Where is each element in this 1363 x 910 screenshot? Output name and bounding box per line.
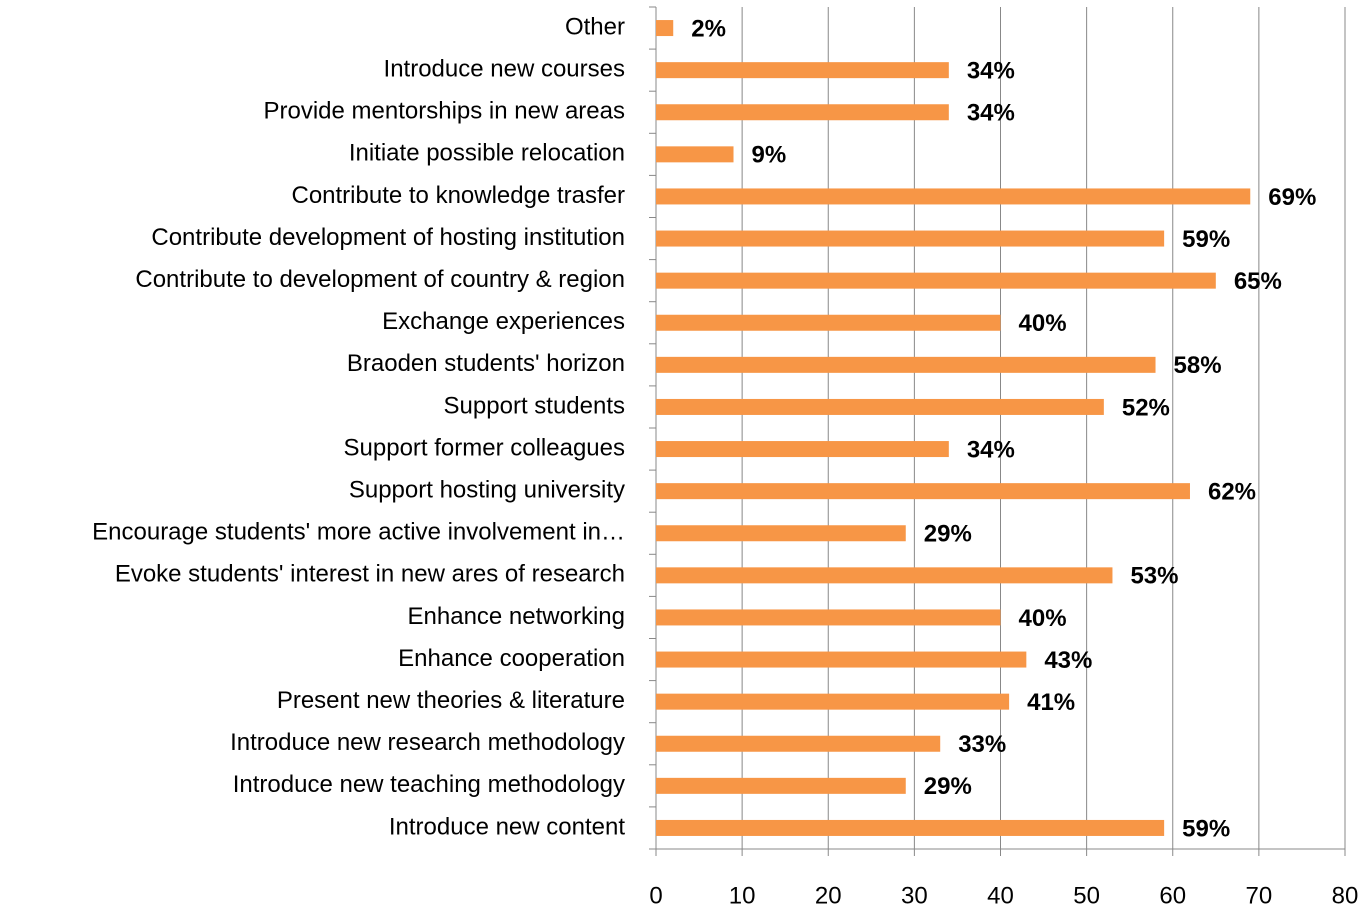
bar (656, 20, 674, 37)
value-label: 34% (967, 57, 1015, 84)
value-label: 52% (1122, 394, 1170, 421)
bar (656, 272, 1216, 289)
y-tick-label: Encourage students' more active involvem… (92, 519, 625, 546)
y-tick-label: Exchange experiences (382, 308, 625, 335)
x-tick-label: 10 (729, 882, 756, 909)
value-label: 43% (1044, 647, 1092, 674)
x-tick-label: 60 (1159, 882, 1186, 909)
bar (656, 651, 1027, 668)
value-label: 29% (924, 773, 972, 800)
x-tick-label: 0 (649, 882, 662, 909)
y-tick-label: Contribute development of hosting instit… (151, 224, 625, 251)
bar (656, 483, 1190, 500)
x-tick-label: 80 (1332, 882, 1359, 909)
bar (656, 693, 1010, 710)
bar (656, 146, 734, 163)
value-label: 40% (1019, 605, 1067, 632)
bar (656, 567, 1113, 584)
y-tick-label: Introduce new teaching methodology (233, 771, 625, 798)
bar (656, 188, 1251, 205)
bar (656, 819, 1165, 836)
y-tick-label: Support hosting university (349, 476, 625, 503)
y-tick-label: Other (565, 13, 625, 40)
bar (656, 398, 1104, 415)
y-tick-label: Provide mentorships in new areas (263, 98, 625, 125)
value-label: 29% (924, 521, 972, 548)
bar (656, 777, 906, 794)
value-label: 2% (691, 15, 726, 42)
x-tick-label: 70 (1246, 882, 1273, 909)
value-label: 69% (1268, 184, 1316, 211)
y-tick-label: Introduce new research methodology (230, 729, 625, 756)
value-label: 9% (752, 142, 787, 169)
bar (656, 104, 949, 121)
value-label: 62% (1208, 478, 1256, 505)
value-label: 33% (958, 731, 1006, 758)
y-tick-label: Contribute to development of country & r… (135, 266, 625, 293)
y-tick-label: Initiate possible relocation (349, 140, 625, 167)
y-tick-label: Evoke students' interest in new ares of … (115, 561, 625, 588)
x-tick-label: 50 (1073, 882, 1100, 909)
value-label: 58% (1174, 352, 1222, 379)
value-label: 59% (1182, 815, 1230, 842)
x-tick-label: 40 (987, 882, 1014, 909)
y-tick-label: Support students (444, 392, 625, 419)
bar (656, 441, 949, 458)
bar (656, 356, 1156, 373)
value-label: 41% (1027, 689, 1075, 716)
y-tick-label: Present new theories & literature (277, 687, 625, 714)
x-tick-label: 20 (815, 882, 842, 909)
value-label: 53% (1130, 563, 1178, 590)
value-label: 65% (1234, 268, 1282, 295)
value-label: 34% (967, 436, 1015, 463)
y-tick-label: Support former colleagues (344, 434, 625, 461)
y-tick-label: Braoden students' horizon (347, 350, 625, 377)
bar (656, 609, 1001, 626)
value-label: 34% (967, 100, 1015, 127)
y-tick-label: Introduce new courses (384, 55, 625, 82)
bar (656, 314, 1001, 331)
y-tick-label: Enhance networking (408, 603, 625, 630)
value-label: 40% (1019, 310, 1067, 337)
x-tick-label: 30 (901, 882, 928, 909)
y-tick-label: Contribute to knowledge trasfer (291, 182, 625, 209)
bar (656, 230, 1165, 247)
y-tick-label: Introduce new content (389, 813, 625, 840)
y-tick-label: Enhance cooperation (398, 645, 625, 672)
value-label: 59% (1182, 226, 1230, 253)
bar (656, 525, 906, 542)
bar (656, 735, 941, 752)
bar (656, 62, 949, 79)
